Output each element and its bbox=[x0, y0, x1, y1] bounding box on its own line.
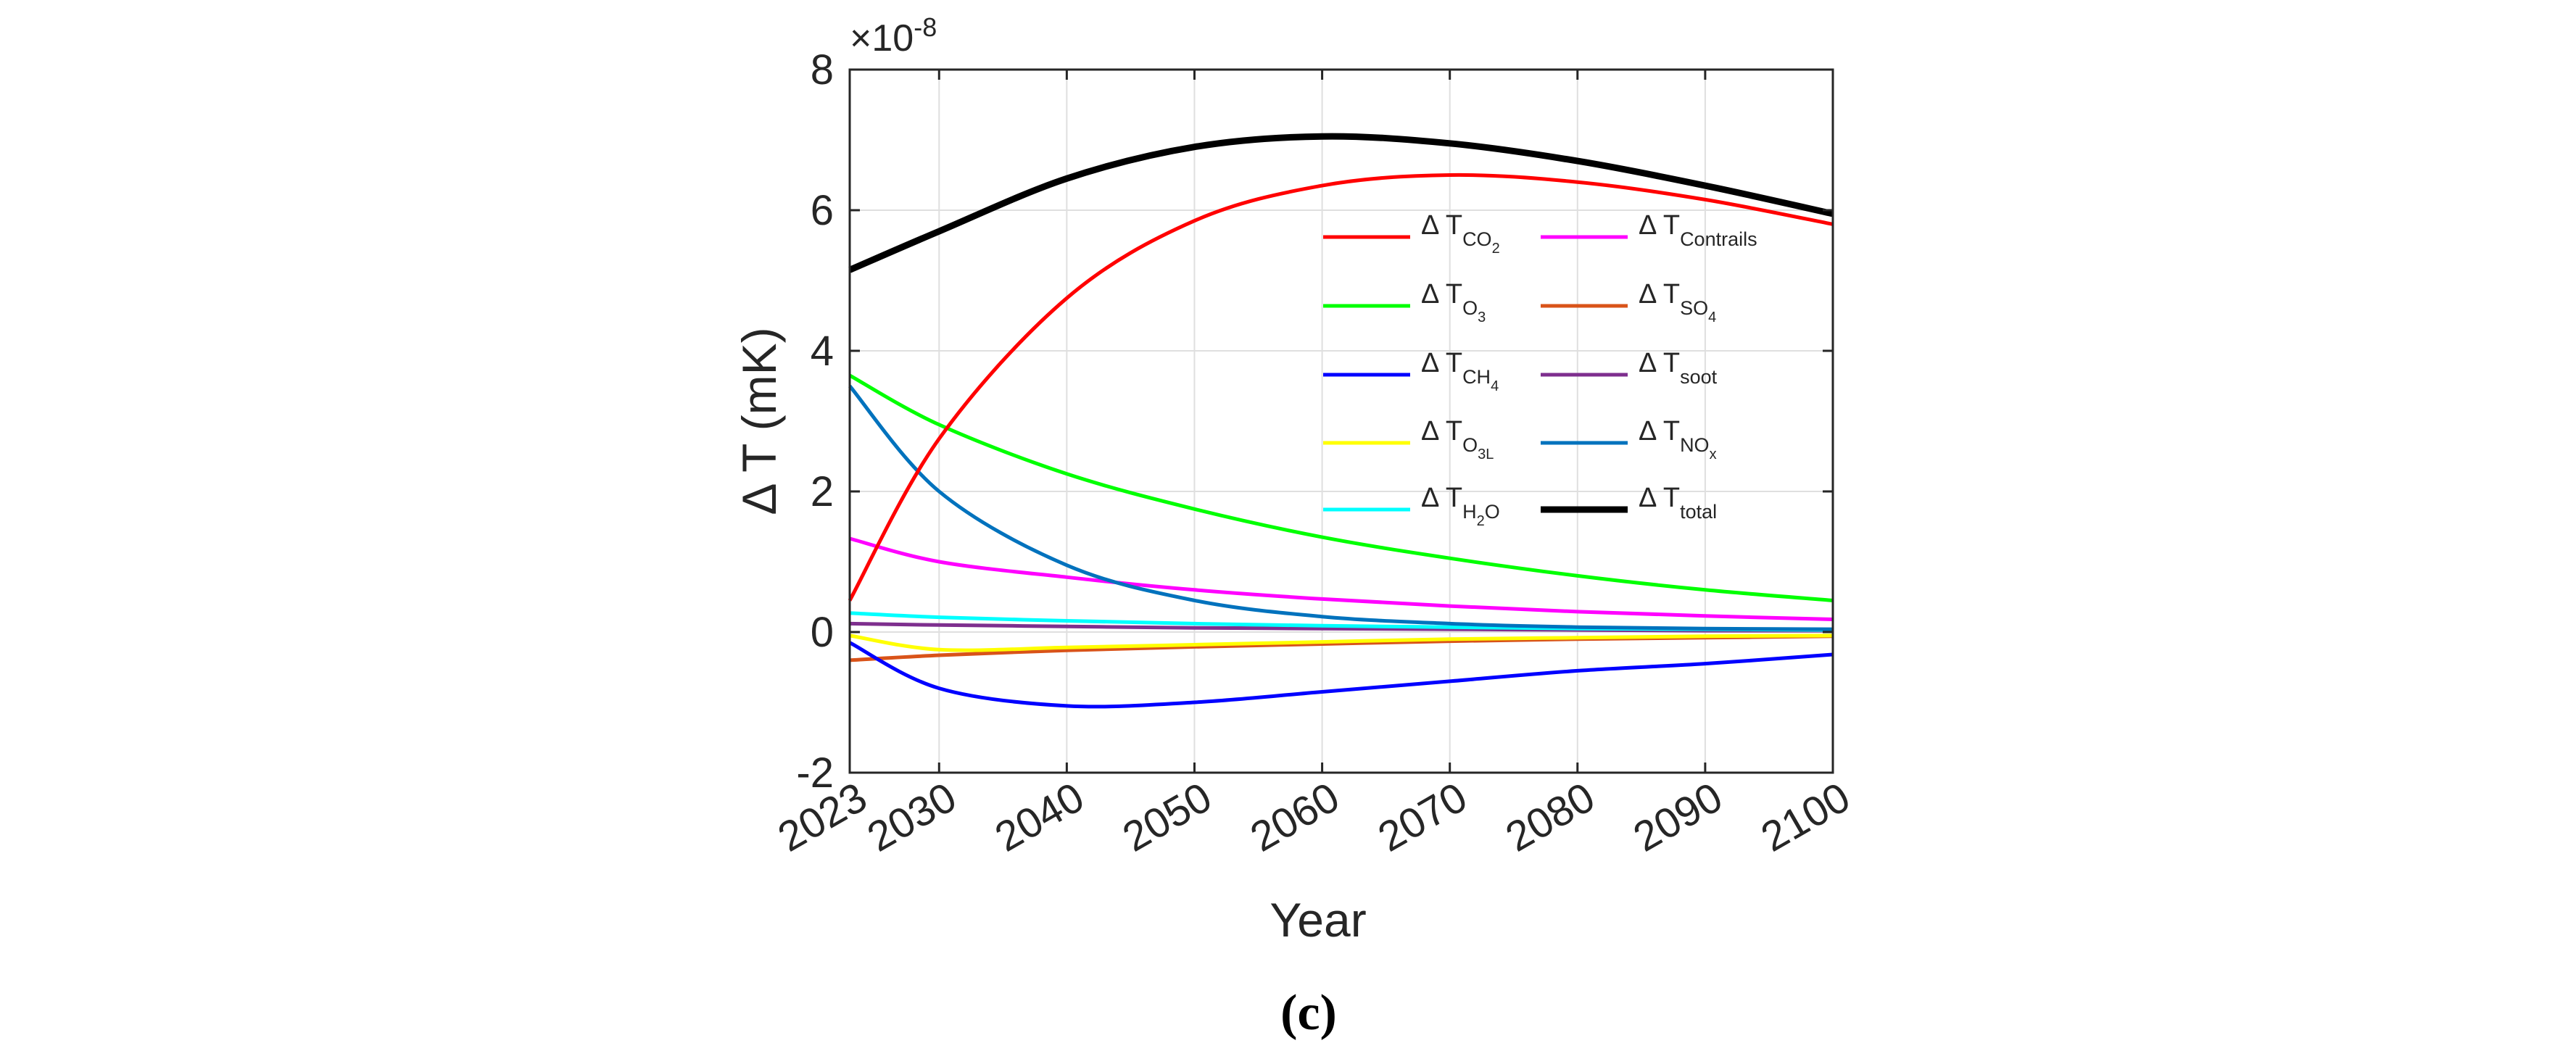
y-tick-label: 0 bbox=[811, 609, 834, 656]
legend-label-co2: Δ TCO2 bbox=[1421, 210, 1500, 257]
y-tick-label: 4 bbox=[811, 328, 834, 375]
legend-label-o3: Δ TO3 bbox=[1421, 279, 1486, 325]
plot-area bbox=[850, 70, 1833, 773]
y-tick-label: 8 bbox=[811, 46, 834, 94]
series-line-contrails bbox=[849, 536, 1834, 621]
plot-border bbox=[848, 68, 1834, 774]
series-line-o3 bbox=[848, 373, 1834, 602]
x-axis-label: Year bbox=[1270, 893, 1366, 947]
svg-text:×10-8: ×10-8 bbox=[850, 12, 937, 59]
series-line-ch4 bbox=[848, 641, 1834, 709]
legend-label-soot: Δ Tsoot bbox=[1639, 348, 1718, 388]
y-exponent-base: ×10 bbox=[850, 17, 914, 59]
legend-label-contrails: Δ TContrails bbox=[1639, 210, 1757, 250]
legend-label-so4: Δ TSO4 bbox=[1639, 279, 1716, 325]
legend: Δ TCO2 Δ TO3 Δ TCH4 Δ TO3L Δ TH2O Δ TContrail… bbox=[1323, 210, 1757, 529]
series-line-o3l bbox=[849, 633, 1834, 652]
y-exponent-power: -8 bbox=[914, 12, 937, 42]
legend-label-o3l: Δ TO3L bbox=[1421, 416, 1494, 462]
legend-label-nox: Δ TNOx bbox=[1639, 416, 1717, 462]
y-axis-label: Δ T (mK) bbox=[732, 327, 786, 515]
y-tick-label: 6 bbox=[811, 187, 834, 234]
series-line-co2 bbox=[848, 173, 1834, 602]
y-tick-label: -2 bbox=[796, 749, 834, 797]
series-line-total bbox=[848, 133, 1834, 273]
legend-label-total: Δ Ttotal bbox=[1639, 483, 1717, 523]
legend-label-h2o: Δ TH2O bbox=[1421, 483, 1500, 529]
series-lines bbox=[848, 133, 1834, 709]
y-exponent: ×10-8 bbox=[850, 12, 937, 59]
figure-caption: (c) bbox=[1280, 985, 1337, 1041]
series-line-nox bbox=[848, 384, 1834, 631]
legend-label-ch4: Δ TCH4 bbox=[1421, 348, 1499, 394]
y-tick-label: 2 bbox=[811, 468, 834, 515]
